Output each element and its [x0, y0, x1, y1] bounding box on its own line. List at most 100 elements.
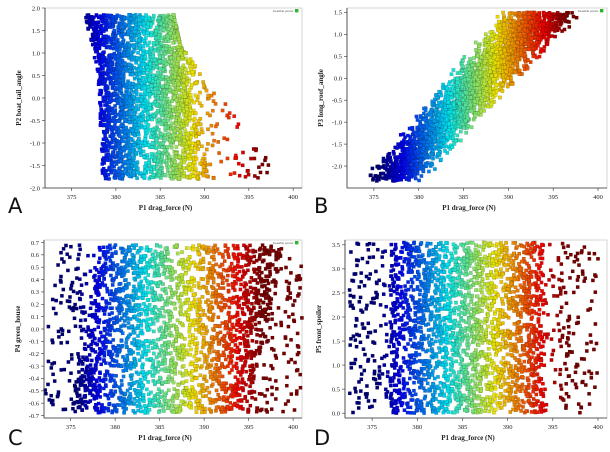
data-point — [134, 150, 138, 155]
data-point — [181, 118, 185, 123]
data-point — [116, 119, 121, 124]
data-point — [174, 145, 179, 149]
data-point — [131, 81, 136, 86]
data-point — [94, 59, 98, 64]
data-point — [552, 15, 556, 20]
data-point — [539, 47, 543, 51]
data-point — [109, 161, 114, 165]
data-point — [191, 124, 196, 128]
data-point — [183, 116, 188, 121]
data-point — [113, 44, 117, 49]
data-point — [155, 162, 159, 166]
data-point — [127, 155, 132, 160]
data-point — [107, 69, 111, 73]
data-point — [189, 82, 194, 87]
data-point — [187, 162, 192, 166]
data-point — [178, 133, 182, 138]
data-point — [202, 83, 206, 88]
data-point — [135, 99, 140, 104]
data-point — [217, 151, 221, 155]
data-point — [519, 24, 524, 29]
data-point — [225, 137, 230, 142]
data-point — [93, 41, 97, 46]
data-point — [418, 143, 423, 148]
data-point — [170, 176, 175, 181]
data-point — [126, 29, 131, 34]
data-point — [411, 130, 416, 135]
data-point — [172, 175, 177, 179]
data-point — [223, 102, 228, 106]
data-point — [118, 47, 122, 52]
data-point — [164, 75, 169, 79]
data-point — [113, 39, 118, 44]
data-point — [158, 77, 163, 82]
data-point — [147, 77, 152, 82]
data-point — [195, 98, 200, 103]
x-tick-label: 395 — [244, 194, 254, 201]
scatter-points — [84, 12, 271, 181]
data-point — [110, 25, 115, 29]
data-point — [228, 172, 233, 177]
data-point — [119, 67, 123, 72]
data-point — [165, 18, 169, 22]
data-point — [159, 101, 163, 105]
data-point — [266, 163, 271, 167]
x-tick-label: 380 — [111, 194, 121, 201]
data-point — [528, 60, 533, 64]
data-point — [430, 162, 435, 167]
data-point — [440, 86, 445, 90]
data-point — [106, 37, 111, 42]
data-point — [252, 156, 257, 161]
data-point — [495, 14, 500, 19]
data-point — [118, 84, 122, 88]
data-point — [105, 116, 110, 120]
data-point — [178, 42, 182, 47]
data-point — [118, 176, 122, 181]
data-point — [523, 59, 528, 64]
data-point — [98, 24, 103, 29]
data-point — [107, 142, 112, 147]
data-point — [174, 90, 179, 95]
data-point — [99, 60, 104, 65]
data-point — [113, 176, 118, 180]
data-point — [124, 82, 129, 87]
data-point — [194, 81, 199, 85]
data-point — [451, 89, 456, 94]
data-point — [148, 61, 153, 66]
data-point — [124, 167, 128, 172]
data-point — [436, 147, 441, 152]
data-point — [118, 166, 122, 170]
data-point — [158, 66, 163, 71]
data-point — [132, 95, 136, 100]
data-point — [120, 102, 124, 107]
data-point — [193, 64, 198, 68]
data-point — [130, 33, 134, 37]
data-point — [137, 38, 141, 43]
data-point — [415, 118, 420, 122]
data-point — [193, 111, 198, 116]
data-point — [132, 156, 136, 160]
data-point — [162, 148, 167, 153]
data-point — [432, 118, 437, 123]
data-point — [206, 127, 210, 132]
data-point — [134, 92, 139, 97]
data-point — [477, 90, 482, 94]
data-point — [193, 166, 198, 171]
data-point — [515, 57, 520, 61]
data-point — [509, 75, 513, 80]
data-point — [103, 96, 107, 101]
data-point — [127, 120, 132, 125]
data-point — [95, 67, 100, 72]
data-point — [483, 32, 488, 37]
data-point — [109, 170, 113, 175]
data-point — [163, 173, 168, 178]
data-point — [92, 37, 97, 41]
data-point — [167, 164, 172, 169]
data-point — [550, 34, 554, 38]
data-point — [103, 86, 108, 91]
data-point — [168, 105, 173, 109]
data-point — [107, 44, 111, 49]
data-point — [117, 157, 121, 161]
data-point — [498, 68, 502, 72]
data-point — [101, 156, 106, 160]
